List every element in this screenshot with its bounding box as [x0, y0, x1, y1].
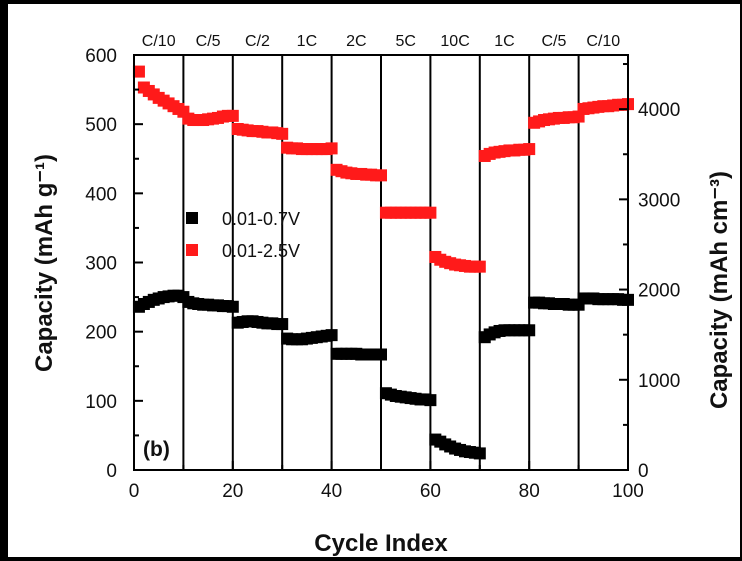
- panel-label: (b): [143, 438, 170, 461]
- series-markers-0.01-0.7V: [132, 289, 634, 460]
- legend: 0.01-0.7V 0.01-2.5V: [186, 209, 300, 261]
- x-tick-label: 40: [321, 481, 342, 502]
- data-point: [226, 300, 239, 313]
- rate-label: 5C: [395, 33, 415, 50]
- rate-label: C/2: [245, 33, 270, 50]
- rate-label: 10C: [440, 33, 469, 50]
- data-point: [325, 142, 338, 155]
- legend-swatch-0.01-2.5V: [186, 244, 198, 256]
- data-point: [375, 348, 387, 361]
- legend-label-0.01-0.7V: 0.01-0.7V: [222, 209, 300, 229]
- data-point: [226, 109, 239, 122]
- rate-label: C/10: [142, 33, 176, 50]
- data-point: [424, 394, 437, 407]
- rate-label: 1C: [297, 33, 317, 50]
- right-y-axis-ticks: 0 1000 2000 3000 4000: [619, 63, 680, 482]
- rate-label: C/10: [586, 33, 620, 50]
- data-point: [523, 143, 536, 156]
- y-left-tick-label: 600: [85, 46, 117, 67]
- y-right-tick-label: 4000: [638, 100, 680, 121]
- y-left-tick-label: 400: [85, 184, 117, 205]
- data-point: [523, 324, 536, 337]
- x-tick-label: 20: [222, 481, 243, 502]
- y-left-tick-label: 0: [106, 461, 117, 482]
- x-tick-label: 100: [612, 481, 644, 502]
- data-point: [473, 447, 486, 460]
- x-tick-label: 80: [519, 481, 540, 502]
- y-right-tick-label: 1000: [638, 371, 680, 392]
- legend-swatch-0.01-0.7V: [186, 212, 198, 224]
- data-point: [276, 127, 289, 140]
- x-axis-ticks: 0 20 40 60 80 100: [129, 461, 644, 502]
- series-markers-0.01-2.5V: [132, 65, 634, 273]
- y-left-tick-label: 200: [85, 323, 117, 344]
- x-axis-title: Cycle Index: [314, 530, 448, 557]
- x-tick-label: 0: [129, 481, 140, 502]
- rate-label: C/5: [196, 33, 221, 50]
- data-point: [325, 329, 338, 342]
- left-y-axis-title: Capacity (mAh g⁻¹): [31, 154, 58, 372]
- right-y-axis-title: Capacity (mAh cm⁻³): [706, 171, 733, 409]
- data-point: [276, 318, 289, 331]
- left-y-axis-ticks: 0 100 200 300 400 500 600: [85, 46, 143, 482]
- rate-label: C/5: [541, 33, 566, 50]
- data-point: [132, 65, 145, 78]
- y-left-tick-label: 300: [85, 254, 117, 275]
- y-right-tick-label: 2000: [638, 281, 680, 302]
- rate-label: 2C: [346, 33, 366, 50]
- y-right-tick-label: 0: [638, 461, 649, 482]
- plot-background: [8, 4, 740, 557]
- data-point: [473, 260, 486, 273]
- y-left-tick-label: 500: [85, 115, 117, 136]
- y-left-tick-label: 100: [85, 392, 117, 413]
- data-point: [424, 206, 437, 219]
- legend-label-0.01-2.5V: 0.01-2.5V: [222, 241, 300, 261]
- rate-label: 1C: [494, 33, 514, 50]
- data-point: [375, 169, 387, 182]
- rate-labels: C/10 C/5 C/2 1C 2C 5C 10C 1C C/5 C/10: [142, 33, 620, 50]
- x-tick-label: 60: [420, 481, 441, 502]
- y-right-tick-label: 3000: [638, 190, 680, 211]
